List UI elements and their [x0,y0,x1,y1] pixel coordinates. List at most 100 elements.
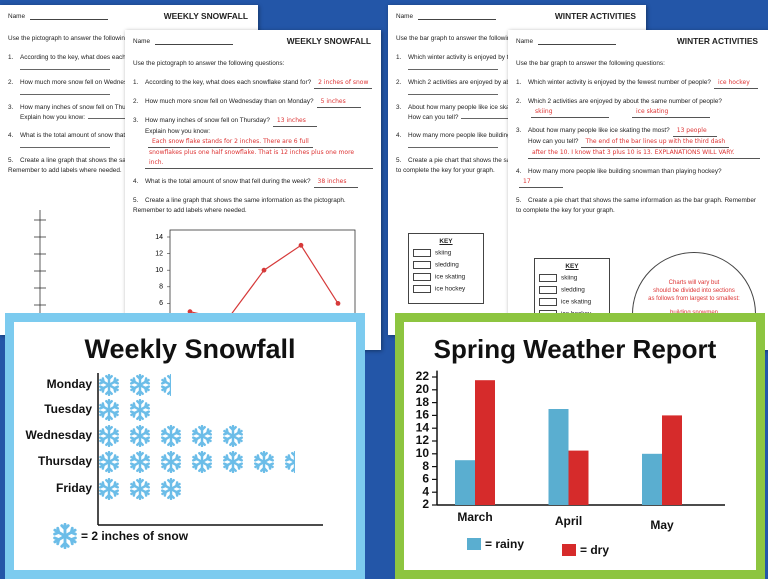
question-text: How many more people like building snowm… [528,168,722,175]
plot-frame [169,229,356,350]
bar [475,380,495,505]
answer-line [20,69,110,70]
question-text: Create a line graph that shows the same … [133,197,346,214]
question: 1. According to the key, what does each s… [8,53,250,70]
answer: after the 10. I know that 3 plus 10 is 1… [528,148,760,159]
question-text: About how many people like ice skating t… [408,104,550,111]
answer: ice hockey [713,78,758,89]
question: 3. How many inches of snow fell on Thursd… [8,103,250,123]
question: 2. Which 2 activities are enjoyed by abou… [516,97,760,118]
y-tick-label: 20 [416,382,430,396]
poster-title: Spring Weather Report [434,334,717,364]
key-label: sledding [561,286,585,294]
category-label: Wednesday [26,428,93,442]
answer: 13 inches [272,116,317,127]
poster-border [395,313,765,579]
worksheet: Name WINTER ACTIVITIES Use the bar graph t… [508,30,768,350]
category-label: Monday [47,377,93,391]
y-tick-label: 12 [416,433,430,447]
question-text: How many more people like building snowm… [408,132,602,139]
y-tick-label: 6 [159,300,163,307]
bar [455,460,475,505]
question: 5. Create a line graph that shows the sam… [133,196,373,216]
question: 3. How many inches of snow fell on Thursd… [133,116,373,169]
question: 2. How much more snow fell on Wednesday t… [133,97,373,108]
instructions: Use the bar graph to answer the followin… [396,35,545,42]
question-text: Which winter activity is enjoyed by the … [528,79,711,86]
question-number: 4. [396,132,402,139]
key-item: sledding [539,286,605,294]
question-number: 2. [516,98,522,105]
question: 3. About how many people like ice skating… [516,126,760,159]
y-tick-label: 12 [155,250,163,257]
question-text: How much more snow fell on Wednesday tha… [20,79,189,86]
legend-swatch [467,538,481,550]
data-point [187,309,193,315]
question-text: Which 2 activities are enjoyed by about … [528,98,722,105]
answer-line [20,94,110,95]
y-tick-label: 4 [422,484,429,498]
question-text: Which 2 activities are enjoyed by about … [408,79,602,86]
name-label: Name [516,38,534,45]
data-line [189,244,339,321]
x-tick-label: May [650,518,674,532]
question-text: How much more snow fell on Wednesday tha… [145,98,314,105]
data-point [261,267,267,273]
question: 1. According to the key, what does each s… [133,78,373,89]
question-number: 5. [133,197,139,204]
question-number: 3. [516,127,522,134]
answer: The end of the bar lines up with the thi… [581,137,730,148]
question-number: 5. [516,197,522,204]
key-title: KEY [439,238,453,245]
key-label: ice skating [561,298,592,306]
question-text: How many inches of snow fell on Thursday… [145,117,270,124]
bar [548,409,569,505]
legend-swatch [562,544,576,556]
answer-line [408,69,498,70]
question-number: 3. [396,104,402,111]
note-line: as follows from largest to smallest: [648,296,740,302]
question-list: 1. According to the key, what does each s… [133,78,373,224]
key-swatch [413,249,431,257]
y-tick-label: 10 [416,446,430,460]
follow-up-text: Explain how you know: [20,114,86,121]
name-line [418,19,496,20]
instructions: Use the bar graph to answer the followin… [516,60,665,67]
key-box: KEY skiing sledding ice skating ice hockey [408,233,484,304]
name-label: Name [396,13,414,20]
worksheet-title: WINTER ACTIVITIES [554,11,636,21]
question: 4. How many more people like building sno… [396,131,638,148]
legend-label: = rainy [485,537,524,551]
instructions: Use the pictograph to answer the followi… [8,35,160,42]
x-tick-label: March [457,510,492,524]
question-number: 4. [133,178,139,185]
answer: 5 inches [316,97,361,108]
follow-up: Explain how you know: [20,113,250,123]
question: 4. What is the total amount of snow that … [133,177,373,188]
answer: 2 inches of snow [314,78,373,89]
x-tick-label: April [555,514,582,528]
bar [662,415,682,505]
follow-up: How can you tell? The end of the bar line… [528,137,760,159]
data-point [298,242,304,248]
question-number: 5. [8,157,14,164]
key-title: KEY [565,263,579,270]
key-swatch [539,286,557,294]
poster-border [5,313,365,579]
question-text: Which winter activity is enjoyed by the … [408,54,591,61]
data-point [335,301,341,306]
name-label: Name [8,13,26,20]
y-tick-label: 16 [416,408,430,422]
question-text: How many inches of snow fell on Thursday… [20,104,145,111]
key-label: sledding [435,261,459,269]
question-number: 1. [396,54,402,61]
pictograph-poster: Weekly Snowfall Monday Tuesday Wednesday Thu… [5,313,365,579]
answer: 13 people [672,126,717,137]
key-item: ice skating [413,273,479,281]
name-line [155,44,233,45]
question-number: 2. [133,98,139,105]
bar [568,450,589,505]
y-tick-label: 14 [155,234,163,241]
